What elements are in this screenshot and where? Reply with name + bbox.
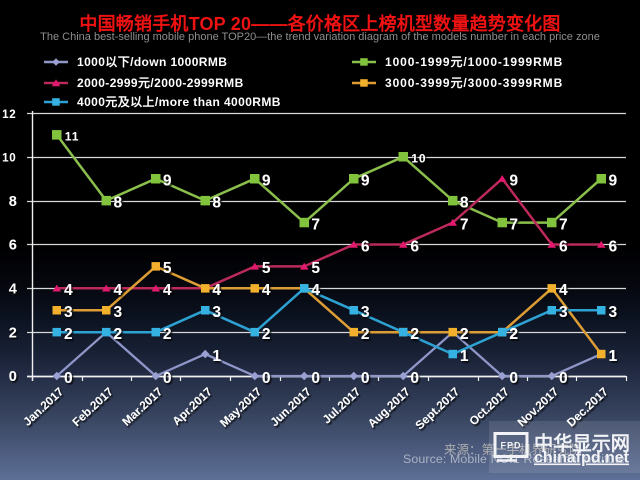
svg-text:9: 9 [509, 173, 518, 190]
svg-text:4: 4 [212, 282, 221, 299]
svg-text:2: 2 [163, 326, 172, 343]
svg-text:7: 7 [509, 216, 518, 233]
svg-text:7: 7 [460, 216, 469, 233]
svg-text:0: 0 [410, 370, 419, 387]
svg-text:2: 2 [509, 326, 518, 343]
svg-text:1: 1 [609, 348, 618, 365]
svg-text:2: 2 [114, 326, 123, 343]
svg-text:2: 2 [361, 326, 370, 343]
svg-text:12: 12 [2, 109, 16, 121]
svg-text:0: 0 [9, 369, 17, 385]
svg-text:6: 6 [9, 238, 17, 254]
svg-text:4: 4 [311, 282, 320, 299]
svg-text:2: 2 [262, 326, 271, 343]
svg-text:4: 4 [212, 282, 221, 299]
svg-text:4: 4 [262, 282, 271, 299]
svg-text:chinafpd.net: chinafpd.net [534, 450, 630, 467]
svg-text:3: 3 [559, 304, 568, 321]
svg-text:4: 4 [64, 282, 73, 299]
svg-text:9: 9 [262, 173, 271, 190]
svg-text:6: 6 [361, 238, 370, 255]
svg-text:0: 0 [262, 370, 271, 387]
svg-text:9: 9 [163, 173, 172, 190]
svg-text:3: 3 [361, 304, 370, 321]
svg-text:4: 4 [559, 282, 568, 299]
svg-text:1: 1 [609, 348, 618, 365]
svg-text:2: 2 [410, 326, 419, 343]
svg-text:6: 6 [559, 238, 568, 255]
svg-text:5: 5 [262, 260, 271, 277]
svg-text:9: 9 [609, 173, 618, 190]
svg-text:中华显示网: 中华显示网 [534, 432, 630, 455]
svg-text:3: 3 [64, 304, 73, 321]
svg-text:4: 4 [163, 282, 172, 299]
svg-text:6: 6 [410, 238, 419, 255]
svg-text:6: 6 [609, 238, 618, 255]
svg-text:1: 1 [212, 348, 221, 365]
svg-text:0: 0 [509, 370, 518, 387]
svg-text:10: 10 [411, 152, 426, 166]
svg-text:3: 3 [609, 304, 618, 321]
svg-text:0: 0 [559, 370, 568, 387]
svg-text:5: 5 [311, 260, 320, 277]
svg-text:4: 4 [114, 282, 123, 299]
svg-text:0: 0 [163, 370, 172, 387]
svg-text:2: 2 [460, 326, 469, 343]
svg-text:2: 2 [460, 326, 469, 343]
svg-text:8: 8 [460, 194, 469, 211]
svg-text:8: 8 [114, 194, 123, 211]
svg-text:4: 4 [311, 282, 320, 299]
svg-text:2: 2 [64, 326, 73, 343]
svg-text:1: 1 [460, 348, 469, 365]
svg-text:9: 9 [361, 173, 370, 190]
svg-text:7: 7 [311, 216, 320, 233]
svg-text:0: 0 [361, 370, 370, 387]
svg-text:2: 2 [410, 326, 419, 343]
svg-text:2: 2 [509, 326, 518, 343]
svg-text:7: 7 [559, 216, 568, 233]
svg-text:3: 3 [114, 304, 123, 321]
svg-text:4: 4 [9, 282, 17, 298]
svg-text:0: 0 [64, 370, 73, 387]
svg-text:10: 10 [2, 153, 16, 165]
svg-text:2: 2 [9, 325, 17, 341]
svg-text:8: 8 [9, 194, 17, 210]
svg-text:11: 11 [65, 130, 80, 144]
svg-text:5: 5 [163, 260, 172, 277]
svg-text:0: 0 [311, 370, 320, 387]
svg-text:FPD: FPD [501, 441, 522, 451]
svg-text:3: 3 [212, 304, 221, 321]
svg-text:2: 2 [114, 326, 123, 343]
svg-text:8: 8 [212, 194, 221, 211]
